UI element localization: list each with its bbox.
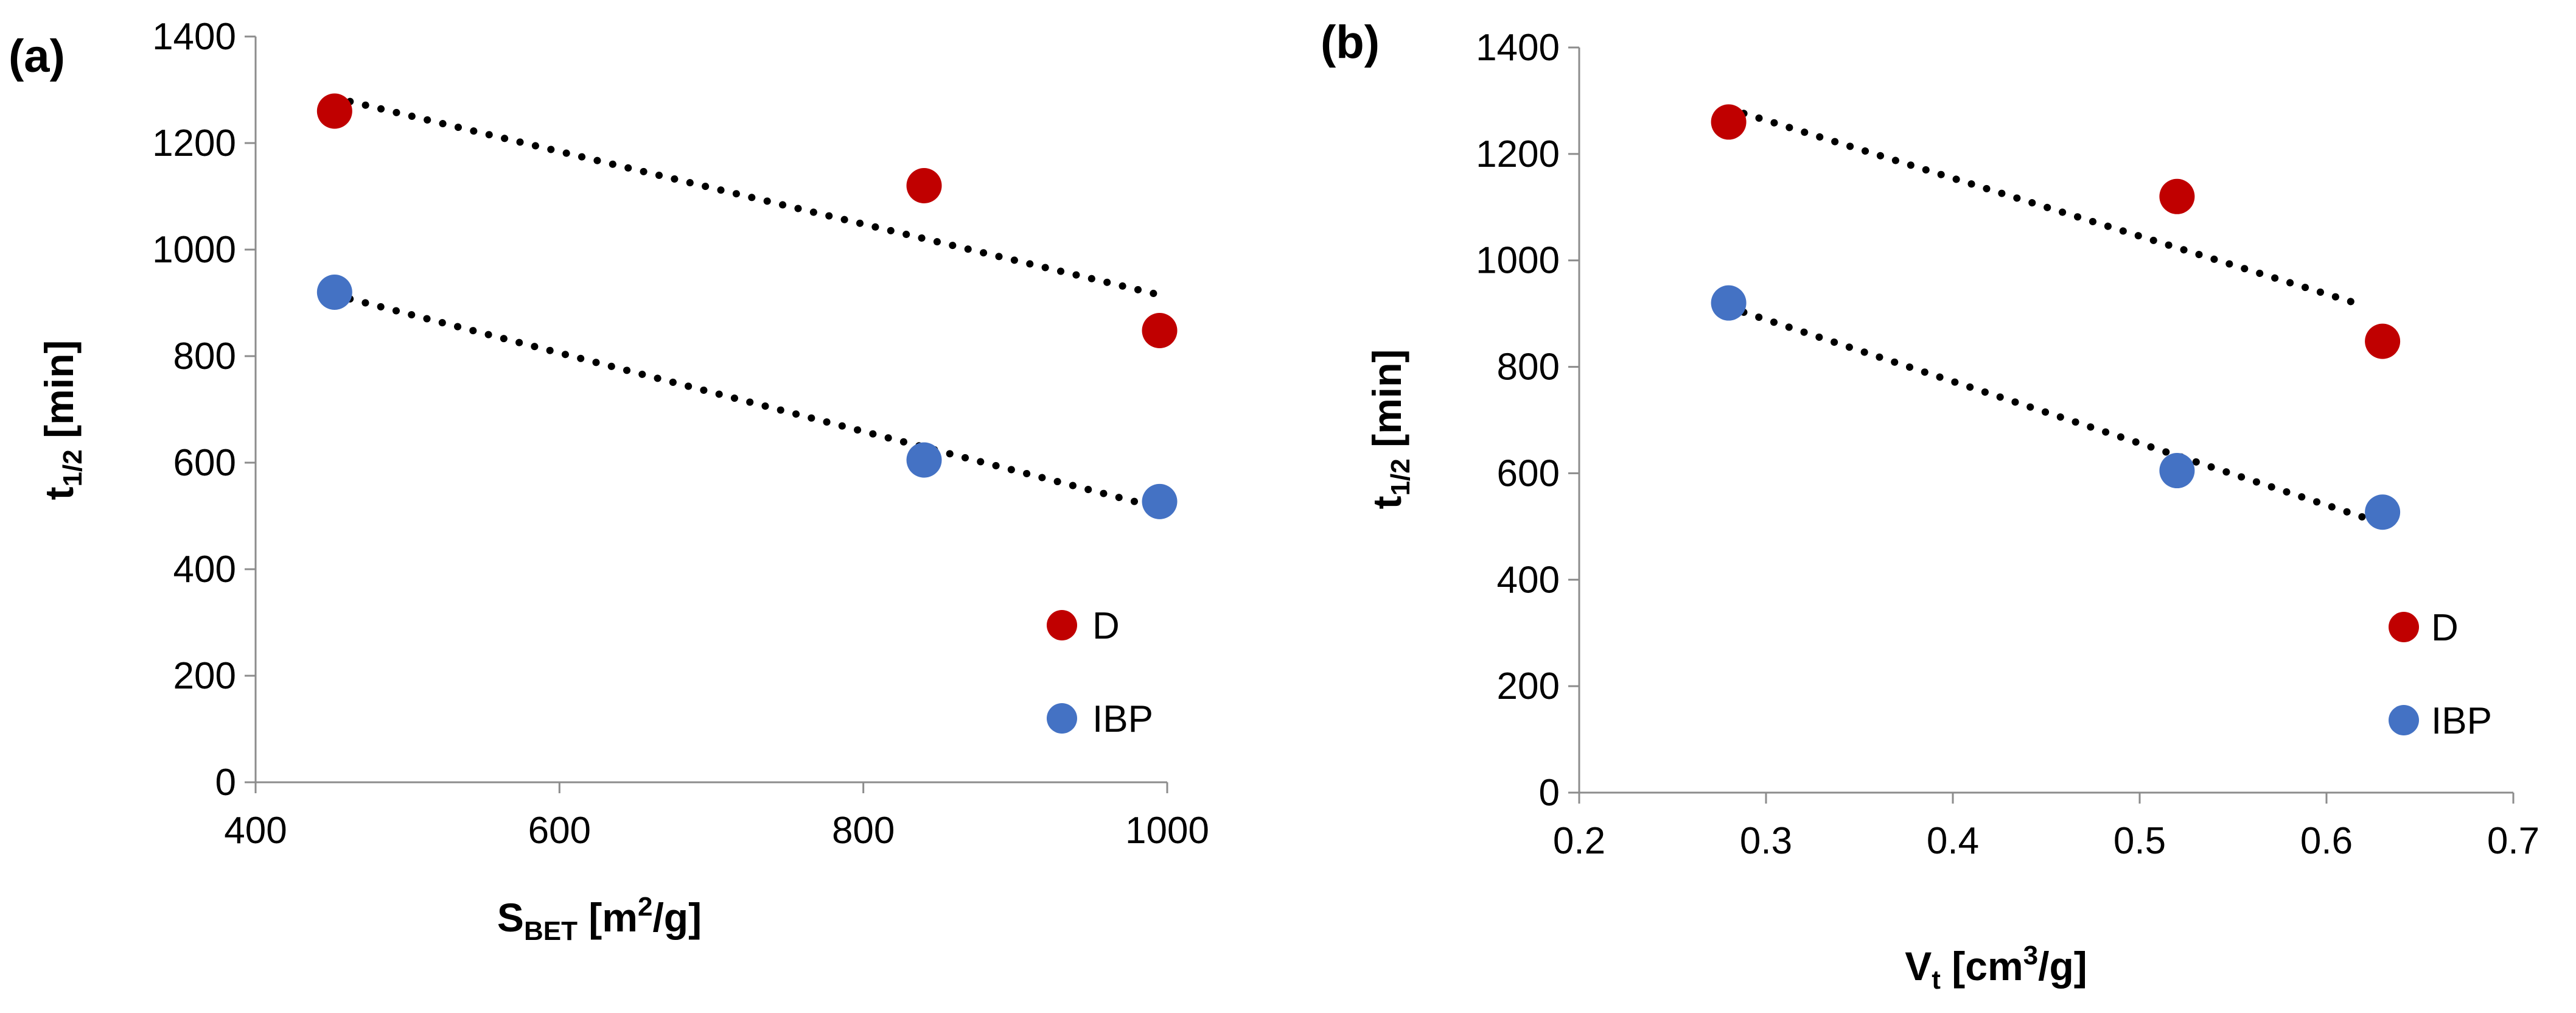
- y-axis-title-main: t: [37, 486, 82, 500]
- y-axis-title-sub: 1/2: [58, 449, 88, 486]
- y-axis-title-rest: [min]: [1364, 349, 1409, 459]
- y-axis-title: t1/2 [min]: [37, 340, 88, 500]
- data-point-d: [2159, 178, 2195, 214]
- legend-marker-d: [2389, 612, 2419, 642]
- y-axis-title-main: t: [1364, 496, 1409, 509]
- y-tick-label: 1400: [152, 16, 236, 58]
- data-point-ibp: [1142, 483, 1178, 519]
- x-tick-label: 1000: [1125, 810, 1209, 852]
- x-axis-title-rest: [cm: [1941, 944, 2023, 989]
- y-tick-label: 1400: [1476, 27, 1560, 69]
- x-axis-title-sub: BET: [524, 916, 578, 946]
- trendline-ibp: [330, 291, 1164, 512]
- y-tick-label: 0: [1539, 772, 1560, 814]
- y-tick-label: 600: [173, 442, 236, 484]
- data-point-d: [2365, 323, 2401, 359]
- data-point-d: [906, 168, 942, 203]
- y-tick-label: 1200: [152, 122, 236, 164]
- x-axis-title-main: S: [497, 895, 524, 940]
- y-tick-label: 800: [173, 335, 236, 377]
- y-tick-label: 600: [1497, 452, 1560, 494]
- legend-label-ibp: IBP: [2431, 700, 2492, 742]
- y-tick-label: 200: [173, 655, 236, 697]
- x-tick-label: 800: [832, 810, 895, 852]
- x-tick-label: 0.7: [2487, 820, 2539, 862]
- chart-panel-a: 0 200 400 600 800 1000 1200 1400 400 600 800 1000 (a…: [9, 16, 1209, 946]
- x-axis-title: SBET [m2/g]: [497, 892, 702, 946]
- data-point-ibp: [2365, 494, 2401, 530]
- x-axis-title: Vt [cm3/g]: [1905, 941, 2087, 995]
- trendline-d: [1725, 105, 2368, 310]
- x-axis-title-main: V: [1905, 944, 1932, 989]
- y-axis-title-rest: [min]: [37, 340, 82, 450]
- x-tick-label: 600: [528, 810, 591, 852]
- y-tick-label: 400: [1497, 559, 1560, 601]
- legend-marker-ibp: [1047, 703, 1077, 734]
- x-axis-title-sup: 3: [2023, 941, 2038, 970]
- chart-panel-b: 0 200 400 600 800 1000 1200 1400 0.2 0.3 0.4 0.5 0.6…: [1321, 16, 2539, 995]
- y-axis-title: t1/2 [min]: [1364, 349, 1415, 510]
- x-axis-title-sub: t: [1932, 965, 1941, 995]
- y-tick-label: 0: [215, 762, 236, 804]
- panel-label: (b): [1321, 16, 1380, 68]
- data-point-ibp: [316, 275, 352, 310]
- y-tick-label: 1000: [152, 229, 236, 271]
- x-tick-label: 0.2: [1553, 820, 1605, 862]
- trendline-ibp: [1725, 303, 2368, 521]
- y-tick-label: 400: [173, 549, 236, 591]
- data-point-ibp: [2159, 453, 2195, 489]
- x-axis-title-rest: [m: [578, 895, 638, 940]
- legend-label-d: D: [2431, 607, 2459, 649]
- y-tick-label: 800: [1497, 346, 1560, 388]
- x-tick-label: 400: [224, 810, 287, 852]
- legend-label-d: D: [1092, 605, 1120, 647]
- data-point-d: [1711, 104, 1747, 140]
- data-point-ibp: [1711, 285, 1747, 321]
- data-point-d: [1142, 313, 1178, 348]
- x-tick-label: 0.4: [1927, 820, 1979, 862]
- x-axis-title-end: /g]: [2038, 944, 2087, 989]
- y-axis-title-sub: 1/2: [1386, 458, 1415, 496]
- x-tick-label: 0.5: [2114, 820, 2166, 862]
- legend-marker-ibp: [2389, 705, 2419, 735]
- data-point-ibp: [906, 442, 942, 478]
- panel-label: (a): [9, 30, 65, 82]
- x-tick-label: 0.6: [2300, 820, 2353, 862]
- y-tick-label: 200: [1497, 665, 1560, 707]
- data-point-d: [316, 93, 352, 129]
- legend-label-ibp: IBP: [1092, 698, 1153, 740]
- trendline-d: [330, 94, 1164, 299]
- y-tick-label: 1200: [1476, 133, 1560, 175]
- x-axis-title-sup: 2: [638, 892, 652, 922]
- legend-marker-d: [1047, 610, 1077, 640]
- x-tick-label: 0.3: [1740, 820, 1792, 862]
- x-axis-title-end: /g]: [652, 895, 702, 940]
- y-tick-label: 1000: [1476, 240, 1560, 282]
